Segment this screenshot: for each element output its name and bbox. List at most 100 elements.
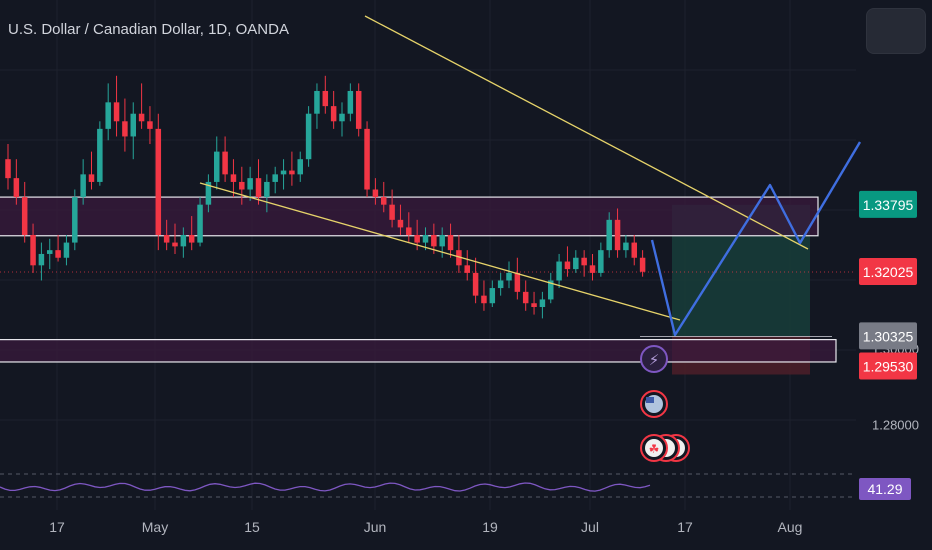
price-label-bg [859,190,917,218]
candle [522,291,529,304]
layout-button[interactable] [866,8,926,54]
candle [222,151,228,175]
candle [389,204,395,220]
candle [230,174,237,182]
candle [155,128,162,235]
candle [180,235,187,247]
rsi-value-label: 41.29 [867,481,902,497]
candle [381,197,387,205]
price-label-bg [859,257,917,285]
candle [372,189,379,198]
candle [214,151,220,182]
candle [581,257,587,266]
support-zone [0,339,837,363]
x-tick-label: Jul [581,519,599,535]
x-tick-label: 17 [677,519,693,535]
candle [21,197,28,235]
price-label-bg [859,352,917,380]
lightning-icon [640,345,668,373]
event-markers: ⚡☘ [640,345,690,462]
candle [464,265,470,273]
candle [172,242,178,247]
candle [122,121,128,137]
candle [639,257,646,272]
candle [548,280,554,300]
candle [239,181,245,190]
x-tick-label: May [142,519,168,535]
candle [598,250,604,273]
ca-flag-icon-fill [645,439,663,457]
lower-trendline [199,182,681,321]
candle [489,288,496,304]
y-tick-label: 1.28000 [872,418,919,433]
candle [364,128,370,190]
x-tick-label: 15 [244,519,260,535]
candle [264,181,270,198]
candle [573,257,579,270]
upper-trendline [364,15,809,250]
rsi-value-bg [859,478,911,500]
candle [38,253,45,266]
rsi-line [0,482,651,492]
candle [406,227,412,235]
candle [113,102,120,122]
candle [188,235,195,243]
candle [247,178,253,190]
candle [631,242,637,258]
candle [322,90,329,107]
candle [47,250,53,254]
candle [564,261,571,270]
candle [5,159,11,179]
candle [105,102,111,129]
candle [55,250,61,258]
candle [197,204,203,243]
candle [255,178,262,198]
candle [272,174,278,182]
price-axis[interactable]: 1.280001.300001.337951.320251.303251.295… [859,190,919,433]
candle [289,170,295,175]
time-axis-bg [0,510,932,550]
time-axis[interactable]: 17 May 15 Jun 19 Jul 17 Aug [0,510,932,550]
x-tick-label: Jun [364,519,387,535]
candle [130,113,136,137]
candle [97,128,103,182]
candle [297,159,303,175]
projection-path [650,141,862,337]
candle [147,121,153,129]
candle [205,181,212,205]
candle [330,106,337,122]
x-tick-label: Aug [778,519,803,535]
candle [88,174,95,182]
candle [63,242,70,258]
candle [397,219,404,228]
candle [589,265,596,273]
candle [456,250,462,266]
candle [514,272,521,292]
candles [5,75,646,319]
rsi-pane: 41.29 [0,473,911,500]
candle [13,178,20,198]
candle [606,219,612,251]
candle [72,197,78,243]
candle [355,90,362,129]
candle [623,242,629,251]
us-flag-canton [646,397,654,403]
price-label: 1.29530 [863,359,914,375]
lightning-glyph: ⚡ [649,352,660,369]
candle [506,272,512,281]
price-label-bg [859,322,917,350]
candle [447,235,454,251]
candle [497,280,504,289]
candle [531,303,537,308]
x-tick-label: 19 [482,519,498,535]
candle [80,174,86,198]
drawings [199,15,862,337]
price-label: 1.32025 [863,264,914,280]
price-label: 1.30325 [863,328,914,344]
candle [339,113,345,122]
candle [314,90,320,114]
candle [422,235,429,243]
candle [347,90,354,114]
x-tick-label: 17 [49,519,65,535]
